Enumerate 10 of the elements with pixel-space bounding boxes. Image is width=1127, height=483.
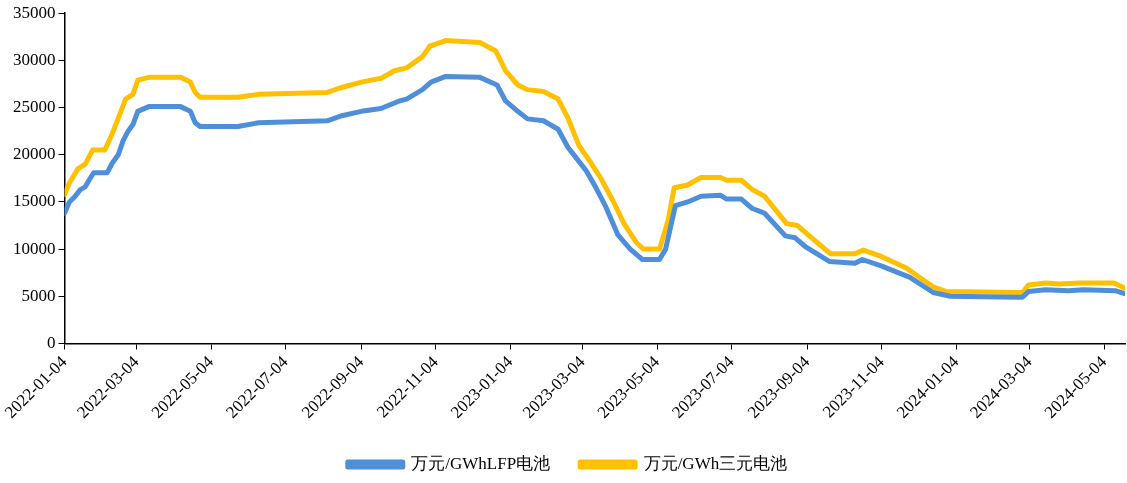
y-tick-label: 35000: [13, 2, 56, 22]
y-tick-label: 15000: [13, 191, 56, 211]
legend-label: 万元/GWhLFP电池: [411, 453, 551, 473]
y-tick-label: 0: [47, 332, 56, 352]
y-tick-label: 30000: [13, 49, 56, 69]
y-tick-label: 25000: [13, 97, 56, 117]
y-tick-label: 20000: [13, 144, 56, 164]
legend-label: 万元/GWh三元电池: [643, 453, 788, 473]
y-tick-label: 5000: [21, 285, 56, 305]
y-tick-label: 10000: [13, 238, 56, 258]
